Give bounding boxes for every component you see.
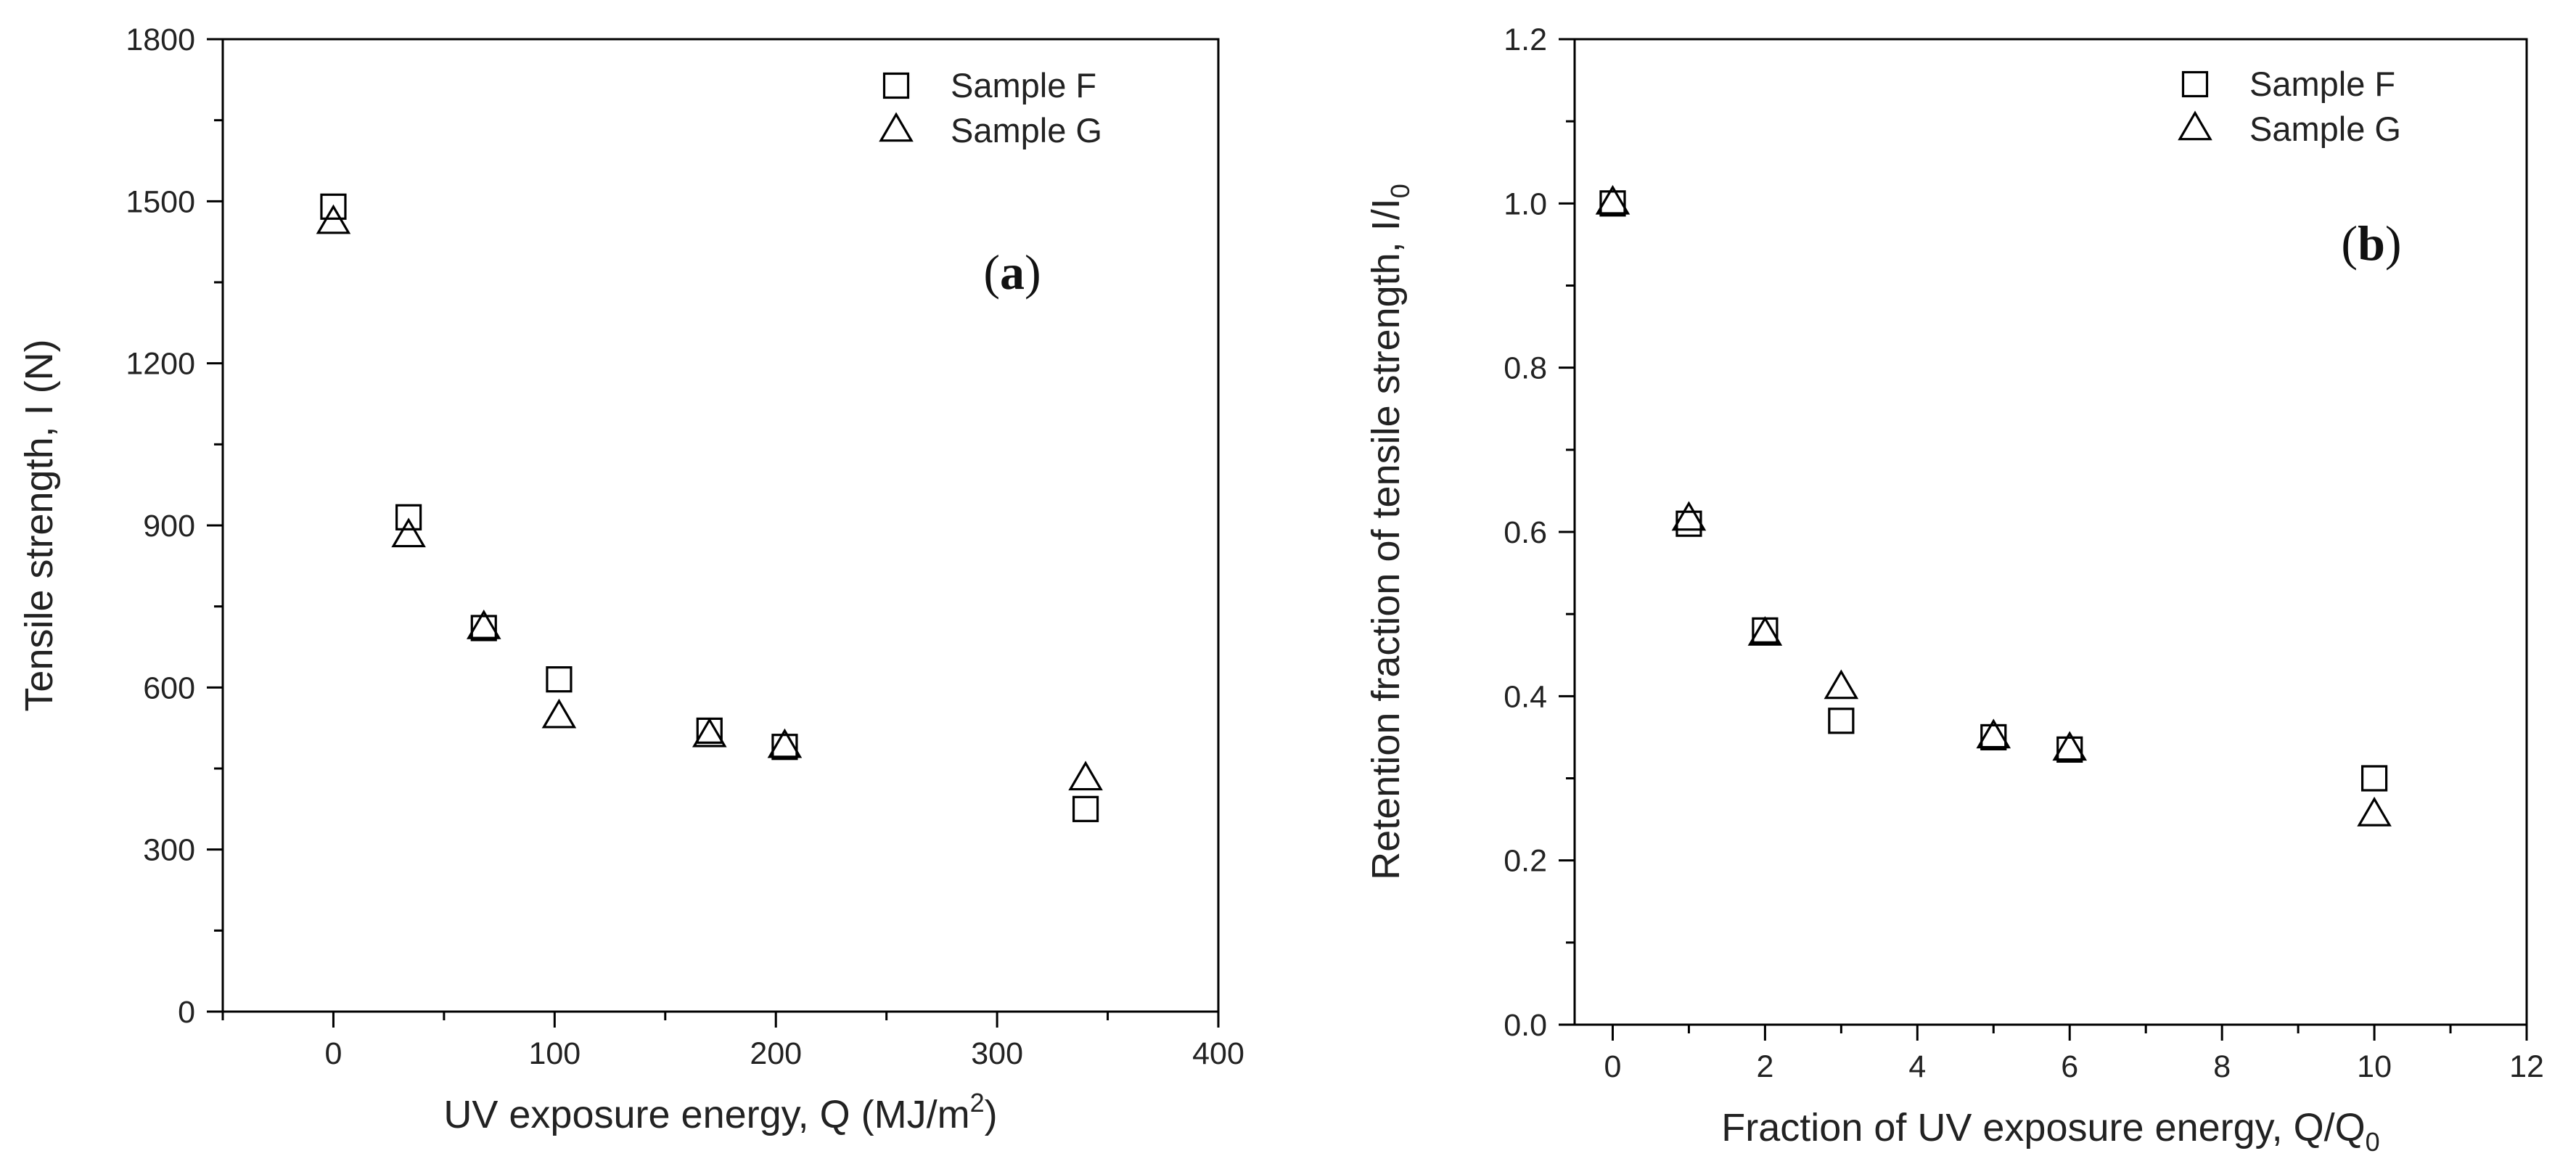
x-tick-label: 400 (1192, 1036, 1244, 1071)
panel-b-retention-fraction-chart: 0 2 4 6 8 10 12 0.0 0.2 0.4 0.6 0.8 1.0 1.2 Fraction o… (1364, 22, 2544, 1157)
x-tick-label: 8 (2213, 1049, 2231, 1084)
panel-a-tensile-strength-chart: 0 100 200 300 400 0 300 600 900 1200 1500 1800 UV ex… (17, 22, 1244, 1136)
panel-label: (a) (983, 245, 1041, 300)
data-point-triangle (692, 717, 727, 747)
x-tick-label: 12 (2509, 1049, 2544, 1084)
y-axis-title: Retention fraction of tensile strength, … (1364, 184, 1415, 880)
data-point-triangle (1595, 184, 1630, 215)
x-tick-label: 0 (324, 1036, 342, 1071)
data-point-square (395, 504, 422, 530)
data-point-triangle (316, 204, 351, 234)
y-tick-label: 900 (143, 509, 195, 544)
legend-square-icon (2181, 70, 2209, 98)
series-sample-f (1599, 190, 2388, 792)
x-tick-label: 6 (2061, 1049, 2078, 1084)
data-point-square (1980, 724, 2007, 751)
x-tick-label: 2 (1756, 1049, 1773, 1084)
data-point-square (470, 615, 497, 642)
y-tick-label: 300 (143, 833, 195, 868)
legend-square-icon (882, 72, 910, 99)
data-point-triangle (1824, 669, 1859, 700)
data-point-square (546, 666, 573, 693)
x-axis-title: Fraction of UV exposure energy, Q/Q0 (1721, 1106, 2379, 1157)
data-point-triangle (1671, 501, 1707, 531)
legend-entry-label: Sample F (951, 66, 1096, 104)
series-sample-g (316, 204, 1103, 791)
y-tick-label: 0.4 (1504, 679, 1547, 714)
series-sample-g (1595, 184, 2392, 827)
data-point-square (771, 734, 798, 761)
x-tick-label: 300 (971, 1036, 1023, 1071)
x-tick-label: 0 (1604, 1049, 1622, 1084)
data-point-triangle (391, 517, 426, 548)
data-point-square (2360, 765, 2388, 792)
data-point-square (696, 717, 723, 744)
x-tick-label: 10 (2357, 1049, 2392, 1084)
panel-label: (b) (2341, 216, 2401, 271)
y-tick-label: 600 (143, 671, 195, 705)
data-point-triangle (466, 609, 501, 639)
legend-entry-label: Sample G (2249, 110, 2401, 148)
y-tick-label: 0.8 (1504, 351, 1547, 386)
y-tick-label: 0.0 (1504, 1008, 1547, 1043)
x-axis-title: UV exposure energy, Q (MJ/m2) (443, 1088, 997, 1136)
data-point-triangle (2052, 731, 2088, 761)
y-tick-label: 1800 (126, 22, 195, 57)
y-tick-label: 1.0 (1504, 187, 1547, 221)
y-tick-label: 0 (178, 995, 195, 1030)
legend-triangle-icon (879, 112, 914, 142)
y-tick-label: 1200 (126, 347, 195, 382)
data-point-square (1675, 510, 1702, 537)
y-tick-label: 0.6 (1504, 515, 1547, 550)
legend-triangle-icon (2178, 110, 2212, 141)
data-point-triangle (541, 698, 577, 729)
data-point-square (2056, 736, 2083, 763)
data-point-triangle (1068, 761, 1103, 791)
legend-entry-label: Sample G (951, 111, 1102, 149)
series-sample-f (320, 193, 1099, 822)
data-point-triangle (2357, 796, 2392, 827)
data-point-triangle (767, 728, 803, 758)
y-tick-label: 1500 (126, 184, 195, 219)
y-tick-label: 0.2 (1504, 844, 1547, 879)
plot-frame (1573, 38, 2528, 1026)
y-axis-title: Tensile strength, I (N) (17, 339, 61, 711)
plot-frame (221, 38, 1220, 1013)
x-tick-label: 100 (528, 1036, 581, 1071)
legend-entry-label: Sample F (2249, 65, 2395, 103)
data-point-square (1599, 190, 1626, 217)
data-point-square (1828, 708, 1855, 734)
data-point-triangle (1747, 615, 1783, 646)
data-point-triangle (1976, 718, 2011, 749)
x-tick-label: 200 (750, 1036, 802, 1071)
data-point-square (1072, 795, 1099, 822)
data-point-square (320, 193, 347, 220)
y-tick-label: 1.2 (1504, 22, 1547, 57)
x-tick-label: 4 (1908, 1049, 1926, 1084)
